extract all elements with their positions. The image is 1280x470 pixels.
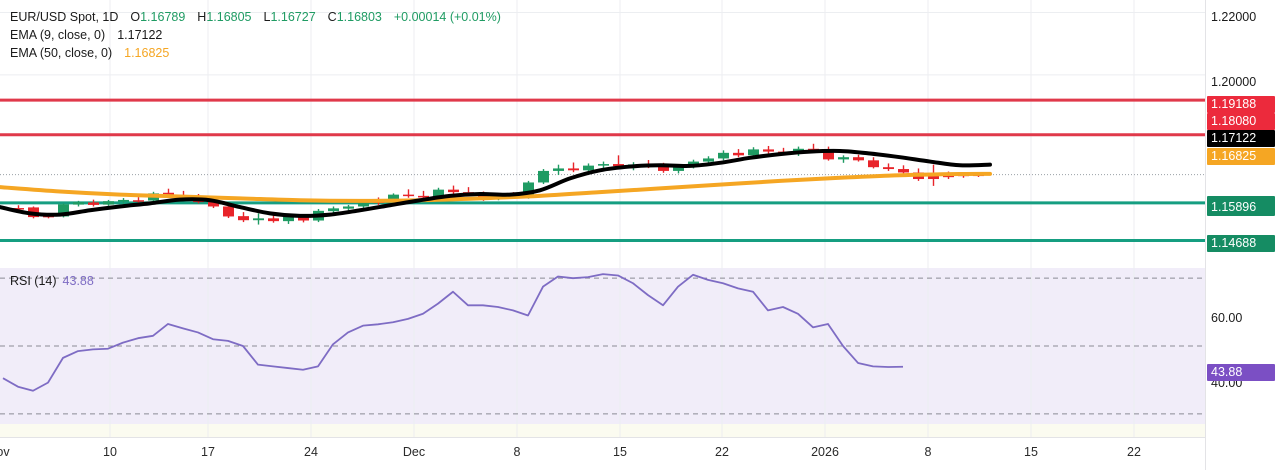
candle-body[interactable] [598, 164, 609, 166]
price-axis-tick: 1.22000 [1211, 10, 1257, 24]
candle-body[interactable] [328, 208, 339, 212]
candle-body[interactable] [733, 152, 744, 156]
candle-body[interactable] [763, 149, 774, 152]
candle-body[interactable] [118, 199, 129, 202]
rsi-axis-tick: 60.00 [1211, 311, 1243, 325]
price-axis[interactable]: 1.22000 1.20000 1.19188 1.18080 1.17122 1.168… [1205, 0, 1280, 470]
candle-body[interactable] [898, 169, 909, 173]
badge-resistance-2[interactable]: 1.18080 [1207, 113, 1275, 130]
time-axis-tick: ov [0, 445, 10, 459]
candle-body[interactable] [673, 166, 684, 171]
time-axis-tick: 10 [103, 445, 117, 459]
badge-ema50[interactable]: 1.16825 [1207, 148, 1275, 165]
candle-body[interactable] [238, 216, 249, 221]
time-axis-tick: 15 [1024, 445, 1038, 459]
candle-body[interactable] [583, 165, 594, 171]
candle-body[interactable] [88, 202, 99, 205]
rsi-level-lines [0, 277, 1205, 415]
time-axis-tick: 22 [715, 445, 729, 459]
candle-body[interactable] [298, 217, 309, 221]
time-axis-tick: 2026 [811, 445, 839, 459]
badge-ema9[interactable]: 1.17122 [1207, 130, 1275, 147]
candle-body[interactable] [433, 189, 444, 198]
candle-body[interactable] [103, 201, 114, 205]
time-axis-tick: 15 [613, 445, 627, 459]
candle-body[interactable] [703, 158, 714, 162]
time-axis-tick: 8 [924, 445, 932, 459]
time-axis-tick: 17 [201, 445, 215, 459]
candle-body[interactable] [853, 157, 864, 161]
time-axis-tick: Dec [402, 445, 426, 459]
candle-body[interactable] [268, 218, 279, 222]
axis-divider [1205, 0, 1206, 470]
rsi-oversold-band [0, 424, 1205, 437]
candle-body[interactable] [718, 152, 729, 159]
candle-body[interactable] [883, 167, 894, 170]
candle-body[interactable] [553, 168, 564, 171]
time-axis-divider [0, 437, 1205, 438]
candle-body[interactable] [403, 194, 414, 197]
badge-support-1[interactable]: 1.15896 [1207, 199, 1275, 216]
candle-body[interactable] [253, 218, 264, 221]
ema50-line[interactable] [0, 171, 992, 203]
rsi-line[interactable] [2, 273, 904, 392]
candle-body[interactable] [418, 195, 429, 198]
candle-body[interactable] [613, 164, 624, 167]
candle-body[interactable] [523, 182, 534, 198]
time-axis[interactable]: ov 10 17 24 Dec 8 15 22 2026 8 15 22 [0, 437, 1205, 470]
candle-body[interactable] [283, 216, 294, 222]
candle-body[interactable] [358, 200, 369, 207]
candle-body[interactable] [823, 150, 834, 160]
time-axis-tick: 22 [1127, 445, 1141, 459]
candle-body[interactable] [868, 160, 879, 168]
rsi-legend-value: 43.88 [62, 274, 94, 288]
gridlines [0, 0, 1205, 437]
candle-body[interactable] [208, 202, 219, 207]
candle-body[interactable] [928, 175, 939, 180]
price-level-lines [0, 98, 1205, 243]
candle-body[interactable] [58, 204, 69, 217]
time-axis-tick: 8 [513, 445, 521, 459]
badge-rsi-value[interactable]: 43.88 [1207, 364, 1275, 381]
candle-body[interactable] [223, 206, 234, 217]
candle-body[interactable] [343, 206, 354, 209]
candle-body[interactable] [838, 157, 849, 160]
candle-body[interactable] [448, 189, 459, 193]
candle-body[interactable] [658, 166, 669, 171]
candle-body[interactable] [13, 208, 24, 210]
badge-resistance-1[interactable]: 1.19188 [1207, 96, 1275, 113]
rsi-legend: RSI (14) 43.88 [10, 274, 94, 288]
badge-support-2[interactable]: 1.14688 [1207, 235, 1275, 252]
price-axis-tick: 1.20000 [1211, 75, 1257, 89]
candle-body[interactable] [133, 200, 144, 202]
ema9-line[interactable] [0, 148, 992, 218]
candle-body[interactable] [568, 168, 579, 171]
candle-body[interactable] [538, 170, 549, 183]
candle-body[interactable] [748, 149, 759, 156]
rsi-legend-label: RSI (14) [10, 274, 57, 288]
candle-body[interactable] [73, 202, 84, 205]
time-axis-tick: 24 [304, 445, 318, 459]
